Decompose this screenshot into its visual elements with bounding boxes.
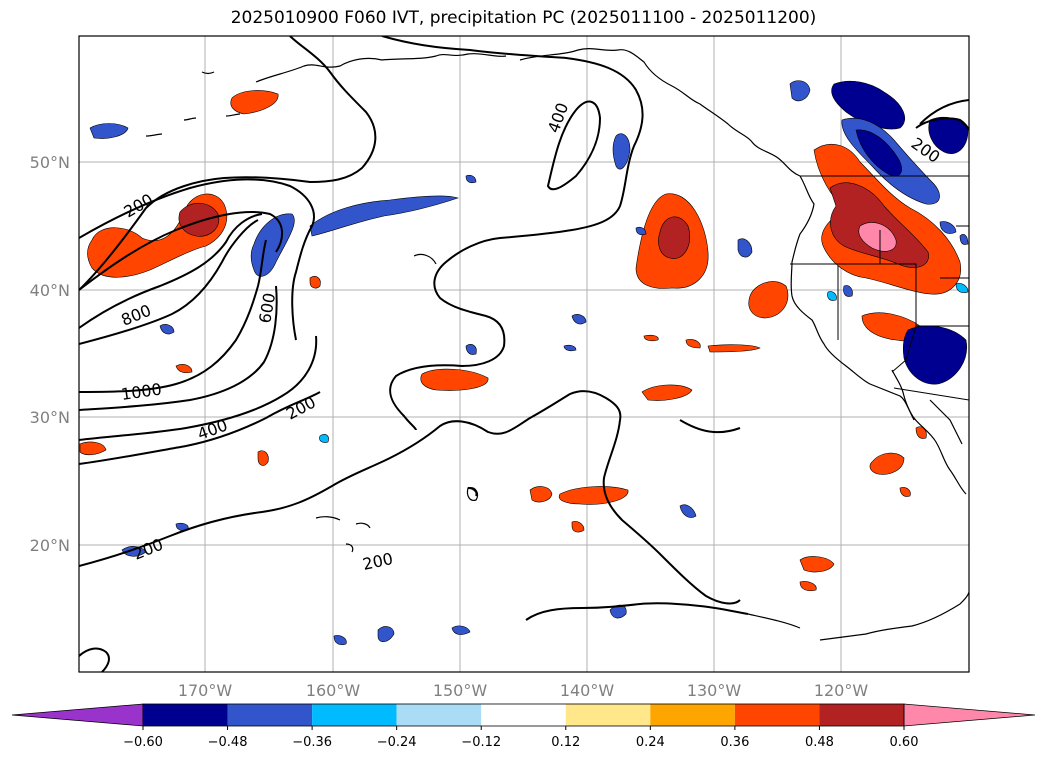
plot-area xyxy=(79,36,969,672)
lat-label: 30°N xyxy=(30,408,70,427)
colorbar-tick-label: 0.24 xyxy=(636,735,665,750)
lat-label: 20°N xyxy=(30,536,70,555)
lat-label: 50°N xyxy=(30,153,70,172)
colorbar-segment xyxy=(481,704,566,726)
lon-label: 120°W xyxy=(814,681,869,700)
precip-positive-areas xyxy=(79,90,961,592)
colorbar-tick-label: −0.24 xyxy=(377,735,417,750)
colorbar-segment xyxy=(312,704,397,726)
colorbar-tick-label: 0.48 xyxy=(805,735,834,750)
colorbar-tick-label: −0.60 xyxy=(123,735,163,750)
colorbar-extend-min xyxy=(11,703,144,727)
colorbar-tick-label: −0.48 xyxy=(208,735,248,750)
colorbar-tick-label: −0.12 xyxy=(461,735,501,750)
colorbar-segment xyxy=(819,704,904,726)
lon-label: 160°W xyxy=(306,681,361,700)
map-title: 2025010900 F060 IVT, precipitation PC (2… xyxy=(230,8,817,28)
lon-label: 170°W xyxy=(178,681,233,700)
ivt-contours xyxy=(79,36,969,672)
colorbar-segment xyxy=(227,704,313,726)
lon-label: 130°W xyxy=(687,681,742,700)
latitude-labels: 50°N 40°N 30°N 20°N xyxy=(30,153,70,555)
colorbar-tick-label: 0.60 xyxy=(890,735,919,750)
coastlines xyxy=(145,47,969,641)
graticule xyxy=(79,36,969,672)
political-borders xyxy=(790,175,969,401)
colorbar-outline xyxy=(142,703,905,727)
colorbar: −0.60 −0.48 −0.36 −0.24 −0.12 0.12 0.24 0.36 0.4… xyxy=(11,703,1036,750)
lon-label: 150°W xyxy=(433,681,488,700)
colorbar-tick-label: 0.12 xyxy=(551,735,580,750)
colorbar-tick-label: −0.36 xyxy=(292,735,332,750)
map-frame xyxy=(78,35,970,673)
colorbar-segment xyxy=(734,704,820,726)
colorbar-extend-max xyxy=(903,703,1036,727)
colorbar-segment xyxy=(650,704,735,726)
lat-label: 40°N xyxy=(30,281,70,300)
colorbar-segment xyxy=(396,704,482,726)
colorbar-segment xyxy=(565,704,651,726)
lon-label: 140°W xyxy=(560,681,615,700)
longitude-labels: 170°W 160°W 150°W 140°W 130°W 120°W xyxy=(178,681,869,700)
colorbar-segment xyxy=(143,704,228,726)
colorbar-tick-label: 0.36 xyxy=(720,735,749,750)
precip-negative-areas xyxy=(89,80,969,646)
